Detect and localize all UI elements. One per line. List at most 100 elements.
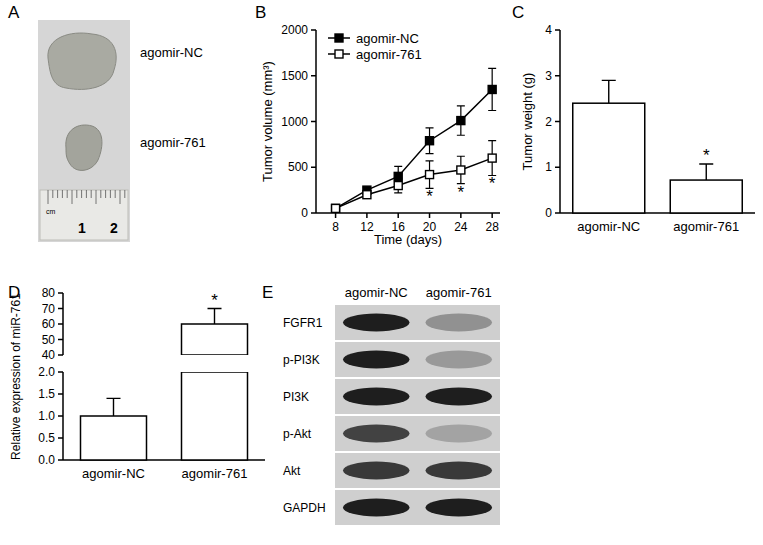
y-tick bbox=[58, 415, 63, 417]
error-bar bbox=[457, 106, 465, 135]
ruler-tick bbox=[105, 190, 106, 198]
band bbox=[343, 499, 410, 517]
bar bbox=[182, 324, 248, 460]
legend-marker bbox=[335, 50, 343, 58]
photo-background bbox=[38, 20, 130, 242]
x-tick-label: agomir-NC bbox=[82, 466, 145, 481]
significance: * bbox=[703, 146, 710, 165]
blot-strip bbox=[335, 342, 500, 377]
significance: * bbox=[489, 174, 496, 193]
error-bar bbox=[488, 68, 496, 110]
lane-label: agomir-761 bbox=[426, 285, 492, 300]
y-tick-label: 0.5 bbox=[38, 431, 55, 445]
y-tick-label: 1 bbox=[545, 160, 552, 174]
lane-label: agomir-NC bbox=[345, 285, 408, 300]
marker bbox=[457, 117, 465, 125]
x-tick-label: 12 bbox=[360, 220, 374, 234]
y-tick bbox=[311, 212, 316, 214]
y-tick bbox=[555, 29, 560, 31]
x-tick-label: agomir-NC bbox=[577, 219, 640, 234]
row-label: PI3K bbox=[283, 390, 309, 404]
bar bbox=[81, 416, 147, 460]
ruler-tick bbox=[57, 190, 58, 198]
error-bar bbox=[488, 141, 496, 176]
band bbox=[426, 351, 493, 369]
ruler-tick bbox=[62, 190, 63, 198]
marker bbox=[488, 85, 496, 93]
panel-e: Eagomir-NCagomir-761FGFR1p-PI3KPI3Kp-Akt… bbox=[262, 283, 500, 525]
y-tick-label: 3 bbox=[545, 69, 552, 83]
band bbox=[343, 314, 410, 332]
marker bbox=[457, 166, 465, 174]
band bbox=[426, 462, 493, 480]
ruler bbox=[40, 190, 128, 240]
ruler-tick bbox=[115, 190, 116, 198]
x-tick-label: agomir-761 bbox=[182, 466, 248, 481]
error-bar bbox=[208, 309, 222, 325]
marker bbox=[332, 204, 340, 212]
series-line bbox=[336, 158, 493, 208]
y-tick bbox=[311, 167, 316, 169]
ruler-tick bbox=[52, 190, 53, 198]
ruler-tick bbox=[110, 190, 111, 198]
y-tick-label: 1000 bbox=[281, 115, 308, 129]
y-tick bbox=[58, 371, 63, 373]
marker bbox=[426, 171, 434, 179]
ruler-tick bbox=[124, 190, 125, 198]
row-label: Akt bbox=[283, 464, 301, 478]
y-axis bbox=[62, 293, 64, 460]
bar bbox=[670, 180, 742, 213]
y-tick bbox=[58, 354, 63, 356]
legend-label: agomir-NC bbox=[356, 31, 419, 46]
x-tick bbox=[491, 213, 493, 218]
legend-label: agomir-761 bbox=[356, 47, 422, 62]
y-tick-label: 0 bbox=[545, 206, 552, 220]
y-tick bbox=[555, 167, 560, 169]
error-bar bbox=[426, 128, 434, 154]
group-label: agomir-761 bbox=[140, 135, 206, 150]
x-tick-label: 28 bbox=[485, 220, 499, 234]
y-tick bbox=[555, 212, 560, 214]
y-tick bbox=[58, 292, 63, 294]
panel-d: D0.00.51.01.52.04050607080Relative expre… bbox=[8, 283, 265, 481]
x-axis-label: Time (days) bbox=[374, 232, 442, 247]
x-tick bbox=[429, 213, 431, 218]
y-axis-label: Tumor weight (g) bbox=[520, 73, 535, 171]
y-tick bbox=[311, 121, 316, 123]
y-tick-label: 1.0 bbox=[38, 409, 55, 423]
y-tick bbox=[311, 75, 316, 77]
y-tick-label: 2 bbox=[545, 115, 552, 129]
error-bar bbox=[602, 80, 616, 103]
error-bar bbox=[457, 156, 465, 183]
plot-area bbox=[81, 309, 248, 461]
band bbox=[426, 499, 493, 517]
y-tick bbox=[555, 121, 560, 123]
ruler-tick bbox=[91, 190, 92, 198]
blot-strip bbox=[335, 490, 500, 525]
panel-b: B050010001500200081216202428Time (days)T… bbox=[255, 3, 500, 247]
panel-letter: A bbox=[8, 3, 20, 22]
band bbox=[426, 388, 493, 406]
error-bar bbox=[699, 164, 713, 180]
y-tick-label: 80 bbox=[42, 286, 56, 300]
y-tick bbox=[555, 75, 560, 77]
y-tick-label: 40 bbox=[42, 348, 56, 362]
y-tick bbox=[311, 29, 316, 31]
row-label: FGFR1 bbox=[283, 316, 323, 330]
series-line bbox=[336, 89, 493, 208]
row-label: p-PI3K bbox=[283, 353, 320, 367]
y-tick-label: 1500 bbox=[281, 69, 308, 83]
figure: Acm12agomir-NCagomir-761B050010001500200… bbox=[0, 0, 763, 545]
blot-strip bbox=[335, 379, 500, 414]
row-label: p-Akt bbox=[283, 427, 312, 441]
y-tick-label: 50 bbox=[42, 333, 56, 347]
y-tick-label: 70 bbox=[42, 302, 56, 316]
band bbox=[343, 388, 410, 406]
ruler-tick bbox=[81, 190, 82, 198]
x-tick-label: 8 bbox=[332, 220, 339, 234]
band bbox=[343, 425, 410, 443]
x-tick bbox=[397, 213, 399, 218]
y-axis-label: Relative expression of miR-761 bbox=[9, 293, 23, 460]
significance: * bbox=[458, 183, 465, 202]
y-tick bbox=[58, 339, 63, 341]
